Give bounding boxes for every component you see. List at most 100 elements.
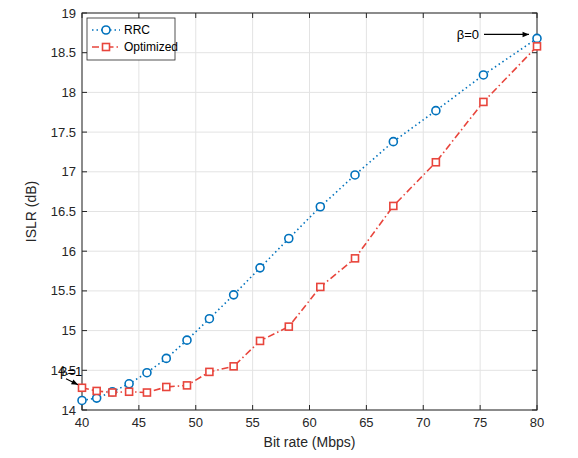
x-tick-label: 45 [132, 415, 146, 430]
series-line [82, 46, 537, 392]
x-tick [252, 13, 253, 18]
x-tick [480, 13, 481, 18]
y-tick [82, 290, 87, 291]
x-tick [480, 405, 481, 410]
y-tick-label: 15 [62, 323, 76, 338]
y-tick-label: 17.5 [51, 125, 76, 140]
point [316, 203, 324, 211]
point [257, 337, 264, 344]
x-tick [423, 13, 424, 18]
point [533, 34, 541, 42]
x-tick [366, 405, 367, 410]
x-tick-label: 75 [473, 415, 487, 430]
point [351, 171, 359, 179]
point [479, 71, 487, 79]
point [78, 396, 86, 404]
point [79, 384, 86, 391]
y-tick [532, 211, 537, 212]
point [389, 138, 397, 146]
point [285, 234, 293, 242]
y-tick [82, 330, 87, 331]
y-grid-line [82, 251, 537, 252]
point [93, 387, 100, 394]
x-tick-label: 50 [189, 415, 203, 430]
point [163, 383, 170, 390]
annotation-arrow [66, 379, 78, 385]
point [352, 255, 359, 262]
y-tick [532, 251, 537, 252]
y-tick-label: 19 [62, 6, 76, 21]
x-tick [309, 405, 310, 410]
point [534, 43, 541, 50]
y-tick [82, 171, 87, 172]
x-tick-label: 65 [359, 415, 373, 430]
x-tick [195, 405, 196, 410]
y-tick [82, 92, 87, 93]
point [230, 291, 238, 299]
annotation-arrowhead [71, 379, 78, 384]
point [256, 264, 264, 272]
y-tick-label: 18 [62, 85, 76, 100]
y-tick [82, 370, 87, 371]
y-tick [82, 211, 87, 212]
y-tick-label: 15.5 [51, 283, 76, 298]
legend-marker [103, 44, 110, 51]
legend-label: RRC [124, 23, 150, 37]
ticks: 4045505560657075801414.51515.51616.51717… [51, 6, 545, 431]
chart: 4045505560657075801414.51515.51616.51717… [0, 0, 578, 458]
x-tick-label: 80 [530, 415, 544, 430]
point [206, 368, 213, 375]
y-grid-line [82, 290, 537, 291]
y-tick [82, 52, 87, 53]
plot-frame [82, 13, 537, 410]
x-tick [195, 13, 196, 18]
y-tick-label: 18.5 [51, 45, 76, 60]
y-tick [532, 52, 537, 53]
y-tick-label: 16.5 [51, 204, 76, 219]
y-grid-line [82, 132, 537, 133]
x-tick-label: 40 [75, 415, 89, 430]
x-tick [138, 405, 139, 410]
point [143, 369, 151, 377]
y-tick [532, 132, 537, 133]
point [108, 388, 116, 396]
point [125, 380, 133, 388]
x-tick-label: 70 [416, 415, 430, 430]
y-tick-label: 14 [62, 403, 76, 418]
y-axis-label: ISLR (dB) [23, 181, 39, 242]
point [93, 394, 101, 402]
y-tick-label: 16 [62, 244, 76, 259]
point [109, 389, 116, 396]
point [205, 315, 213, 323]
series-line [82, 38, 537, 400]
x-tick [252, 405, 253, 410]
background [0, 0, 578, 458]
point [143, 389, 150, 396]
annotation-arrow [484, 34, 529, 35]
point [230, 363, 237, 370]
y-tick [532, 92, 537, 93]
annotation: β=1 [60, 364, 82, 379]
y-tick [82, 132, 87, 133]
y-tick [532, 171, 537, 172]
annotation-arrowhead [523, 32, 529, 37]
point [390, 202, 397, 209]
y-grid-line [82, 171, 537, 172]
point [432, 159, 439, 166]
y-tick [532, 290, 537, 291]
x-tick [423, 405, 424, 410]
y-grid-line [82, 92, 537, 93]
y-grid-line [82, 330, 537, 331]
annotation: β=0 [457, 27, 479, 42]
data [78, 34, 541, 404]
x-tick-label: 55 [245, 415, 259, 430]
legend: RRCOptimized [87, 18, 178, 60]
point [126, 388, 133, 395]
point [183, 336, 191, 344]
x-tick [138, 13, 139, 18]
plot-area [82, 13, 537, 410]
annotations: β=1 β=0 [60, 27, 529, 384]
x-axis-label: Bit rate (Mbps) [264, 434, 356, 450]
point [317, 283, 324, 290]
y-tick-label: 17 [62, 164, 76, 179]
